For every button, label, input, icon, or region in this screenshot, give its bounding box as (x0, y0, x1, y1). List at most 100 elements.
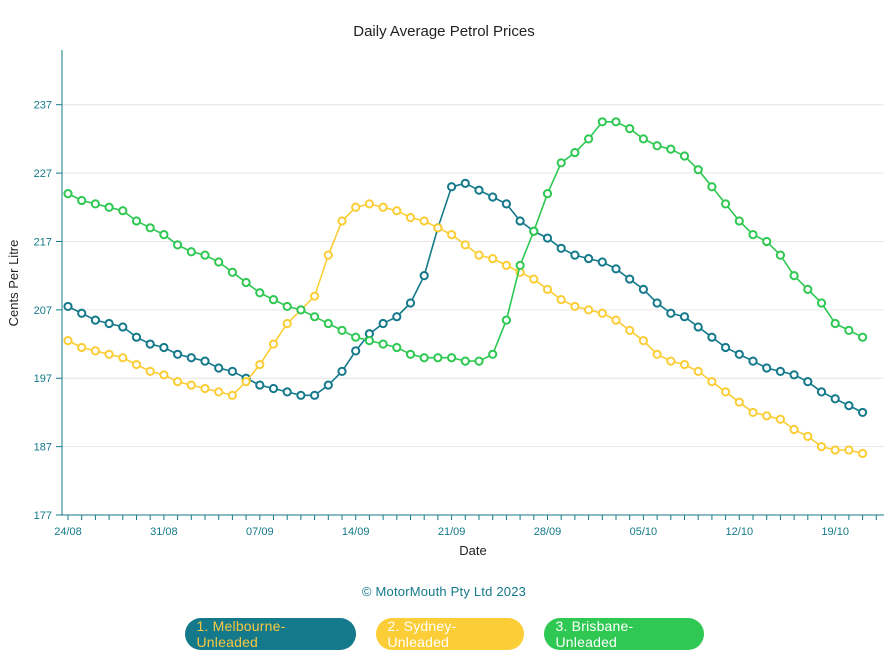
data-point (63, 301, 73, 312)
data-point (529, 226, 539, 236)
x-axis-label: Date (459, 543, 486, 558)
data-point (816, 442, 827, 452)
data-point (405, 349, 416, 359)
data-point (173, 377, 183, 387)
x-axis-ticks: 24/08 31/08 07/09 14/09 21/09 28/09 05/10 12/10… (54, 515, 877, 538)
data-point (364, 199, 374, 209)
legend-melbourne-button[interactable]: 1. Melbourne-Unleaded (184, 618, 356, 650)
data-point (255, 359, 265, 370)
legend-brisbane-button[interactable]: 3. Brisbane-Unleaded (543, 618, 704, 650)
data-point (419, 271, 429, 281)
data-point (63, 189, 73, 199)
data-point (652, 349, 662, 359)
data-point (721, 199, 731, 209)
y-axis-ticks: 177 187 197 207 217 227 237 (34, 100, 62, 522)
data-point (748, 407, 758, 418)
data-point (323, 318, 333, 329)
data-point (282, 301, 292, 312)
data-point (803, 377, 813, 387)
data-point (296, 305, 306, 315)
data-point (255, 288, 265, 298)
y-tick-label: 217 (34, 236, 52, 248)
data-point (775, 414, 786, 424)
data-point (584, 253, 594, 264)
y-tick-label: 197 (34, 373, 52, 385)
data-point (748, 356, 758, 366)
data-point (131, 216, 142, 226)
data-point (666, 356, 676, 366)
data-point (90, 315, 101, 325)
data-point (488, 253, 498, 264)
data-point (748, 230, 758, 240)
data-point (693, 366, 703, 376)
data-point (542, 189, 553, 199)
series-1 (63, 178, 868, 418)
data-point (734, 349, 744, 359)
legend-sydney-button[interactable]: 2. Sydney-Unleaded (375, 618, 524, 650)
data-point (337, 366, 347, 376)
data-point (844, 445, 854, 455)
data-point (433, 353, 443, 363)
data-point (227, 390, 237, 400)
data-point (844, 325, 854, 335)
data-point (145, 366, 155, 376)
data-point (501, 315, 511, 325)
series-3 (63, 117, 868, 366)
y-tick-label: 207 (34, 305, 52, 317)
data-point (173, 349, 183, 359)
data-point (77, 342, 87, 353)
grid-lines (62, 104, 884, 448)
data-point (789, 271, 799, 281)
data-point (104, 349, 114, 359)
data-point (638, 284, 649, 294)
data-point (460, 240, 470, 250)
data-point (858, 407, 868, 418)
data-point (789, 370, 799, 380)
data-point (693, 322, 703, 332)
data-point (515, 216, 525, 226)
data-point (351, 202, 361, 212)
data-point (625, 124, 635, 134)
data-point (104, 202, 114, 212)
chart-title: Daily Average Petrol Prices (353, 23, 534, 40)
data-point (570, 147, 580, 158)
data-point (488, 349, 498, 359)
data-point (378, 318, 388, 329)
data-point (652, 298, 662, 308)
data-point (323, 250, 333, 260)
data-point (625, 325, 635, 335)
data-point (515, 260, 525, 271)
data-point (268, 383, 279, 394)
data-point (405, 212, 416, 223)
data-point (419, 353, 429, 363)
line-chart: Daily Average Petrol Prices 177 187 197 207… (6, 23, 884, 558)
data-point (638, 134, 649, 144)
data-point (666, 144, 676, 154)
data-point (433, 223, 443, 233)
data-point (762, 363, 772, 373)
data-point (803, 431, 813, 441)
data-point (611, 315, 621, 325)
data-point (693, 165, 703, 175)
data-point (707, 332, 717, 342)
data-point (844, 400, 854, 411)
data-point (200, 356, 210, 366)
data-point (474, 356, 484, 366)
data-point (90, 346, 101, 356)
data-point (556, 158, 566, 168)
data-point (542, 233, 553, 243)
data-point (597, 117, 607, 127)
data-point (488, 192, 498, 202)
data-point (337, 325, 347, 335)
data-point (227, 366, 237, 376)
data-point (392, 312, 402, 322)
data-point (186, 353, 196, 363)
x-tick-label: 28/09 (534, 526, 562, 538)
data-point (789, 424, 799, 435)
x-tick-label: 31/08 (150, 526, 178, 538)
data-point (282, 387, 292, 397)
data-point (679, 151, 690, 161)
data-point (775, 250, 786, 260)
data-point (707, 182, 717, 192)
data-point (762, 411, 772, 421)
